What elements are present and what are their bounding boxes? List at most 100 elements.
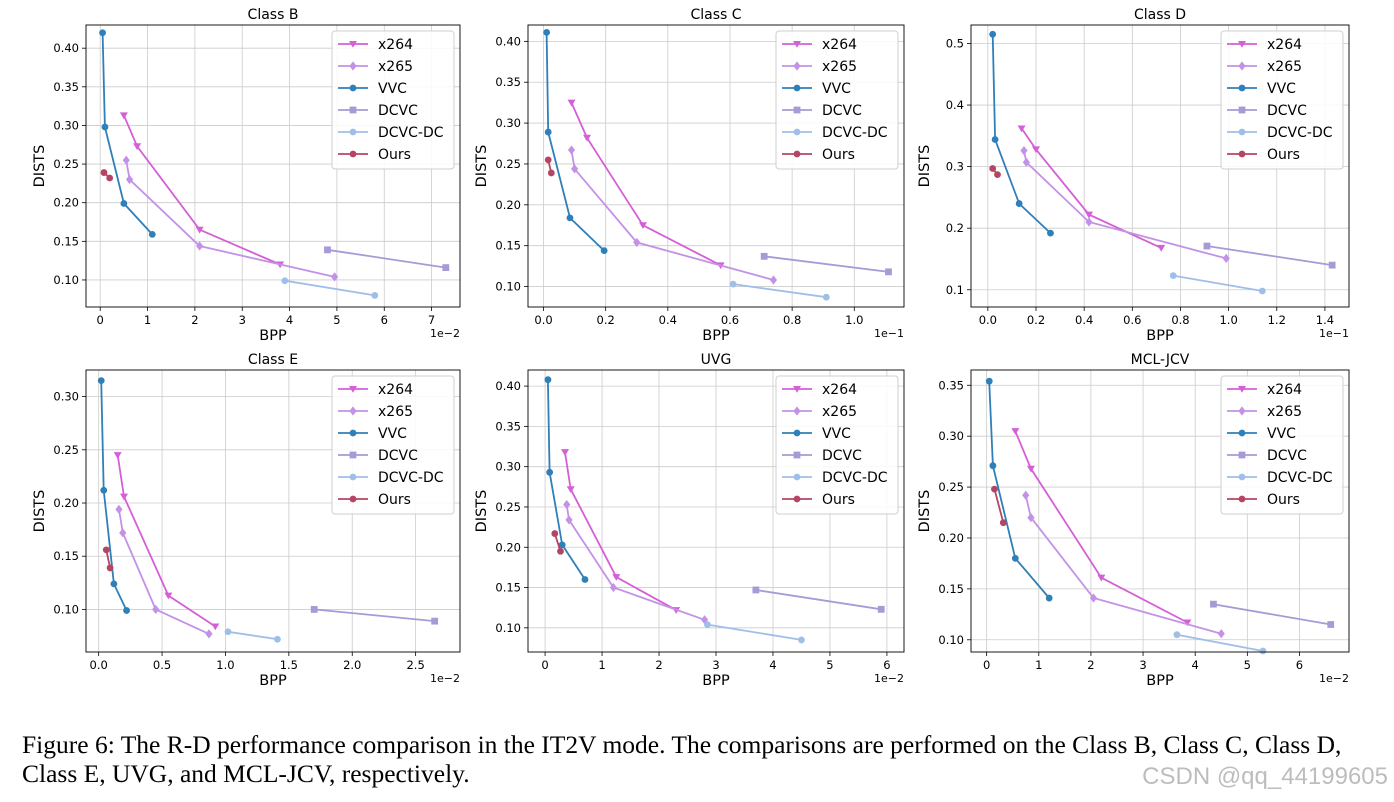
series-line <box>991 34 1052 234</box>
x-tick-label: 5 <box>826 658 833 672</box>
legend-marker <box>349 128 357 136</box>
series-line <box>707 623 802 641</box>
series-line <box>116 454 216 628</box>
y-tick-label: 0.20 <box>938 531 964 545</box>
data-point <box>100 169 108 176</box>
legend-marker <box>1238 41 1246 48</box>
plot-frame <box>85 24 461 308</box>
data-point <box>148 230 156 238</box>
legend-label: DCVC-DC <box>1267 125 1333 141</box>
series-line <box>1020 127 1162 249</box>
data-point <box>1011 554 1019 562</box>
data-point <box>152 604 160 615</box>
legend-marker <box>349 61 357 71</box>
data-point <box>571 164 579 174</box>
series-line <box>993 488 1005 523</box>
data-point <box>546 468 554 476</box>
legend-marker <box>349 84 357 92</box>
y-tick-label: 0.10 <box>53 602 79 616</box>
x-tick-label: 2 <box>1087 658 1094 672</box>
legend-label: x265 <box>822 404 857 420</box>
data-point <box>281 277 289 285</box>
x-axis-label: BPP <box>259 328 287 344</box>
data-point <box>1217 629 1225 639</box>
series-line <box>564 452 677 611</box>
data-point <box>133 143 142 151</box>
legend-marker <box>1238 473 1246 481</box>
x-tick-label: 6 <box>1296 658 1303 672</box>
x-tick-label: 0.4 <box>1075 313 1093 327</box>
data-point <box>544 376 552 384</box>
legend-label: DCVC <box>822 103 862 119</box>
csdn-watermark: CSDN @qq_44199605 <box>1142 763 1388 790</box>
legend-label: x264 <box>378 382 413 398</box>
legend-label: x264 <box>822 37 857 53</box>
data-point <box>612 574 621 581</box>
data-point <box>769 275 778 285</box>
legend-marker <box>1238 84 1246 92</box>
y-tick-label: 0.15 <box>53 549 79 563</box>
legend-label: DCVC-DC <box>378 470 444 486</box>
x-tick-label: 1.0 <box>845 313 863 327</box>
data-point <box>274 635 281 643</box>
data-point <box>1258 287 1266 295</box>
data-point <box>120 200 128 207</box>
series-line <box>314 608 435 622</box>
series-line <box>988 381 1050 599</box>
data-point <box>544 156 552 164</box>
x-tick-label: 0.8 <box>1171 313 1189 327</box>
data-point <box>1183 619 1192 627</box>
chart-panel: 0 1 2 3 4 5 6 7 0.10 0.15 0.20 0.25 0.30 0.35 0.40 Clas… <box>32 7 461 344</box>
y-tick-label: 0.2 <box>946 221 964 235</box>
legend-label: x264 <box>1267 37 1302 53</box>
x-tick-label: 4 <box>769 658 776 672</box>
data-point <box>704 621 711 629</box>
legend-label: x265 <box>378 59 413 75</box>
data-point <box>101 123 109 131</box>
x-axis-label: BPP <box>1146 328 1174 344</box>
legend-label: DCVC-DC <box>822 470 888 486</box>
figure-caption: Figure 6: The R-D performance comparison… <box>22 730 1342 788</box>
x-tick-label: 0.2 <box>1027 313 1045 327</box>
data-point <box>195 226 204 234</box>
series-line <box>755 589 882 611</box>
data-point <box>1210 600 1217 608</box>
y-tick-label: 0.25 <box>53 443 79 457</box>
data-point <box>1026 465 1035 473</box>
chart-title: Class C <box>690 7 741 23</box>
legend-label: Ours <box>1267 147 1300 163</box>
x-tick-label: 0 <box>541 658 548 672</box>
legend-marker <box>1238 406 1246 416</box>
data-point <box>113 452 122 459</box>
x-axis-label: BPP <box>702 328 730 344</box>
series-line <box>547 379 586 580</box>
x-axis-label: BPP <box>702 673 730 689</box>
data-point <box>1045 594 1053 602</box>
legend-label: DCVC <box>1267 103 1307 119</box>
legend-marker <box>793 386 801 393</box>
series-line <box>227 630 278 641</box>
legend-marker <box>793 41 801 48</box>
series-line <box>101 32 153 236</box>
x-axis-label: BPP <box>1146 673 1174 689</box>
data-point <box>566 486 575 494</box>
data-point <box>985 377 993 385</box>
data-point <box>102 546 110 554</box>
chart-legend: x264 x265 VVC DCVC DCVC-DC Ours <box>331 375 455 515</box>
legend-marker <box>349 41 357 48</box>
series-line <box>327 248 446 269</box>
data-point <box>638 222 647 230</box>
chart-legend: x264 x265 VVC DCVC DCVC-DC Ours <box>1220 30 1344 170</box>
data-point <box>1020 146 1028 156</box>
legend-marker <box>793 106 801 114</box>
data-point <box>106 174 114 182</box>
data-point <box>1173 631 1181 639</box>
data-point <box>1259 647 1267 655</box>
data-point <box>1084 211 1093 219</box>
legend-label: x265 <box>1267 59 1302 75</box>
data-point <box>97 377 105 385</box>
x-tick-label: 6 <box>883 658 890 672</box>
data-point <box>211 623 220 631</box>
y-tick-label: 0.5 <box>946 36 964 50</box>
data-point <box>877 605 885 613</box>
